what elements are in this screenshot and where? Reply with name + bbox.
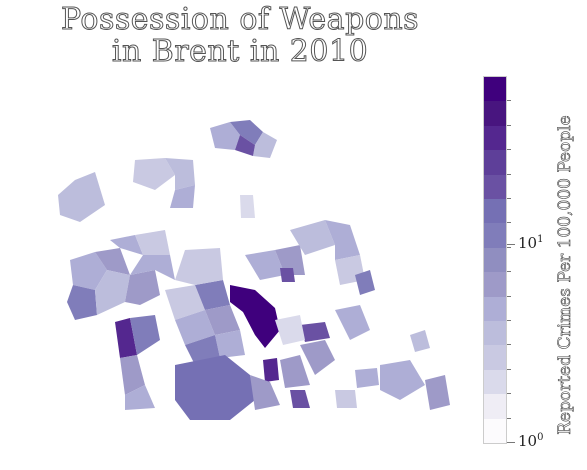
ward-region: [300, 322, 330, 342]
colorbar-segment: [484, 393, 506, 419]
ward-region: [210, 122, 240, 150]
ward-region: [290, 220, 335, 255]
colorbar-segment: [484, 271, 506, 297]
ward-region: [130, 255, 175, 280]
ward-region: [120, 355, 145, 395]
ward-region: [325, 220, 360, 260]
colorbar-minor-tick: [507, 100, 511, 102]
ward-region: [275, 315, 305, 345]
ward-region: [263, 358, 279, 382]
ward-region: [245, 250, 285, 280]
ward-region: [253, 132, 277, 158]
ward-region: [135, 230, 170, 255]
ward-region: [425, 375, 450, 410]
colorbar-minor-tick: [507, 295, 511, 297]
colorbar-segment: [484, 125, 506, 151]
ward-region: [133, 158, 175, 190]
ward-region: [125, 270, 160, 305]
ward-region: [185, 335, 220, 365]
colorbar-tick-mid: [507, 244, 515, 245]
ward-region: [355, 270, 375, 295]
ward-region: [410, 330, 430, 352]
colorbar: [483, 76, 507, 444]
colorbar-tick-min: [507, 442, 515, 443]
ward-region: [175, 310, 215, 345]
colorbar-segment: [484, 320, 506, 346]
colorbar-minor-tick: [507, 124, 511, 126]
ward-region: [165, 285, 205, 320]
colorbar-segment: [484, 198, 506, 224]
ward-region: [280, 268, 295, 282]
colorbar-minor-tick: [507, 368, 511, 370]
colorbar-minor-tick: [507, 393, 511, 395]
colorbar-segment: [484, 100, 506, 126]
colorbar-segment: [484, 149, 506, 175]
colorbar-minor-tick: [507, 149, 511, 151]
ward-region: [130, 315, 160, 355]
ward-region: [250, 375, 280, 410]
colorbar-segment: [484, 76, 506, 102]
colorbar-segment: [484, 418, 506, 443]
tick-label-min: 100: [518, 432, 544, 450]
ward-region: [170, 185, 195, 208]
ward-region: [125, 385, 155, 410]
colorbar-minor-tick: [507, 246, 511, 248]
ward-region: [300, 340, 335, 375]
colorbar-minor-tick: [507, 344, 511, 346]
colorbar-minor-tick: [507, 271, 511, 273]
ward-region: [380, 360, 425, 400]
ward-region: [240, 195, 255, 218]
ward-region: [355, 368, 379, 388]
ward-region: [335, 390, 357, 408]
colorbar-minor-tick: [507, 198, 511, 199]
ward-region: [280, 355, 310, 388]
ward-region: [115, 318, 137, 358]
choropleth-map: [58, 120, 450, 420]
ward-region: [175, 248, 223, 285]
colorbar-label: Reported Crimes Per 100,000 People: [555, 115, 576, 435]
ward-region: [235, 135, 255, 156]
ward-region: [215, 330, 245, 358]
ward-region: [275, 245, 305, 275]
colorbar-segment: [484, 344, 506, 370]
ward-region: [175, 355, 255, 420]
ward-region: [58, 172, 105, 222]
tick-label-mid: 101: [518, 234, 544, 252]
ward-region: [110, 235, 143, 255]
colorbar-segment: [484, 247, 506, 273]
colorbar-minor-tick: [507, 320, 511, 321]
colorbar-minor-tick: [507, 417, 511, 419]
ward-region: [290, 390, 310, 408]
title-line-2: in Brent in 2010: [111, 34, 369, 69]
ward-region: [70, 252, 107, 290]
colorbar-minor-tick: [507, 173, 511, 175]
ward-region: [335, 305, 370, 340]
ward-region: [67, 285, 97, 320]
ward-region: [195, 280, 230, 310]
colorbar-segment: [484, 174, 506, 199]
ward-region: [95, 248, 130, 275]
ward-region: [165, 158, 195, 190]
title-line-1: Possession of Weapons: [60, 2, 420, 37]
ward-region: [95, 270, 130, 315]
colorbar-minor-tick: [507, 222, 511, 224]
colorbar-segment: [484, 222, 506, 248]
map-title: Possession of Weapons in Brent in 2010: [60, 2, 420, 69]
colorbar-segment: [484, 369, 506, 395]
ward-region: [230, 285, 280, 348]
colorbar-segment: [484, 296, 506, 321]
ward-region: [230, 120, 263, 145]
ward-region: [205, 305, 240, 335]
